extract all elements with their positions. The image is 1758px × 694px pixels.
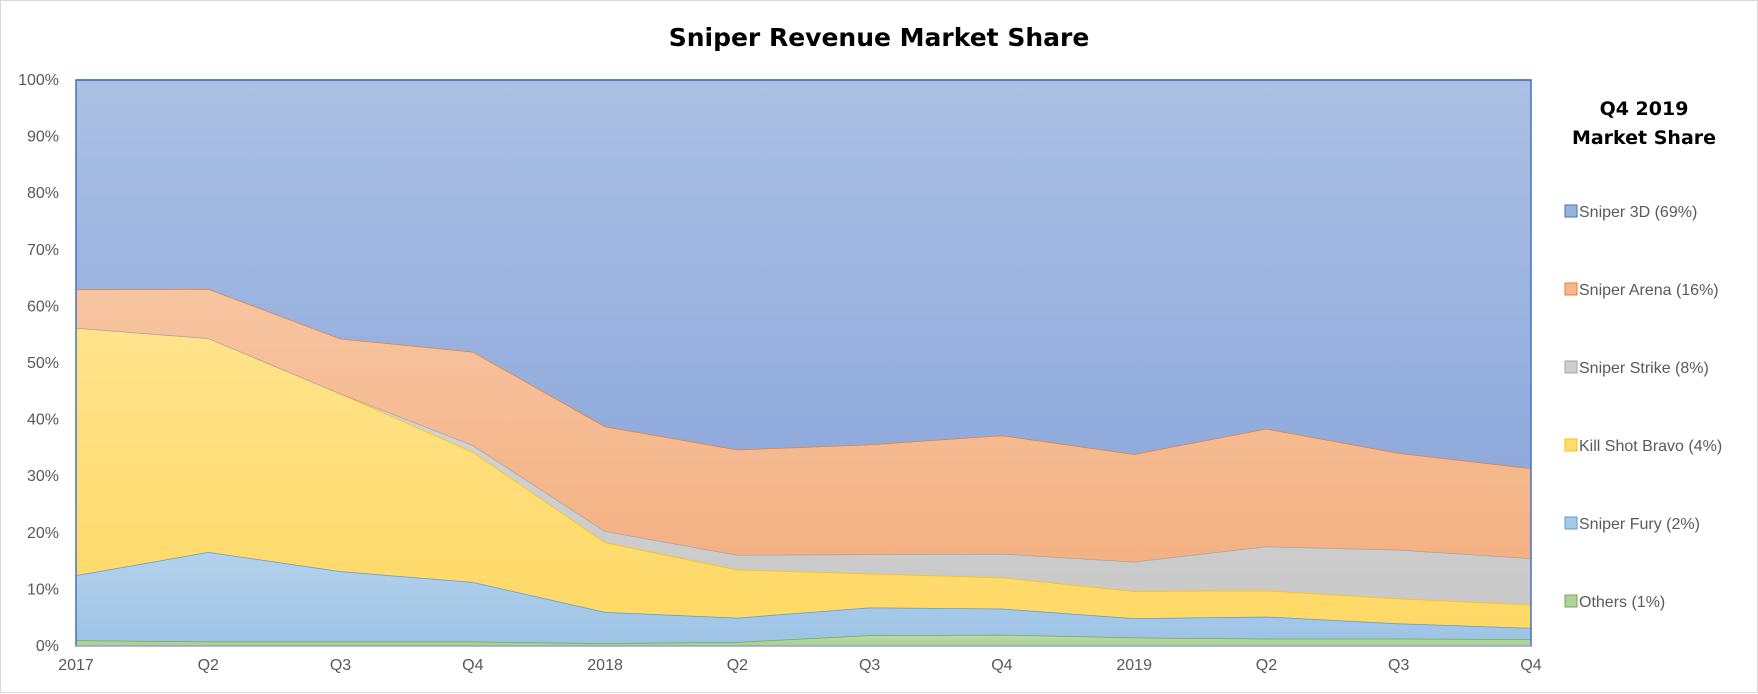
y-axis-ticks: 0% 10% 20% 30% 40% 50% 60% 70% 80% 90% 100% [18,72,59,655]
legend-label-sniper-fury: Sniper Fury (2%) [1579,516,1700,533]
x-tick-label: Q2 [1256,657,1277,674]
legend-label-kill-shot-bravo: Kill Shot Bravo (4%) [1579,438,1722,455]
y-tick-label: 100% [18,72,59,89]
chart-title: Sniper Revenue Market Share [669,23,1090,52]
y-tick-label: 60% [27,298,59,315]
area-sniper-arena [76,288,1531,562]
x-tick-label: 2019 [1116,657,1152,674]
x-tick-label: 2018 [587,657,623,674]
x-tick-label: Q4 [1520,657,1541,674]
legend-label-sniper-arena: Sniper Arena (16%) [1579,282,1719,299]
area-sniper-strike [76,327,1531,605]
x-tick-label: Q3 [859,657,880,674]
x-tick-label: Q2 [198,657,219,674]
x-tick-label: 2017 [58,657,94,674]
y-tick-label: 90% [27,129,59,146]
x-tick-label: Q2 [727,657,748,674]
area-sniper-3d [76,80,1531,469]
y-tick-label: 40% [27,412,59,429]
x-tick-label: Q4 [991,657,1012,674]
legend-title-line-2: Market Share [1572,127,1716,149]
area-others [76,634,1531,646]
area-kill-shot-bravo [76,327,1531,628]
legend-label-others: Others (1%) [1579,594,1665,611]
legend: Sniper 3D (69%) Sniper Arena (16%) Sniper … [1564,204,1722,611]
legend-label-sniper-3d: Sniper 3D (69%) [1579,204,1697,221]
legend-swatch-sniper-strike [1564,360,1578,374]
legend-label-sniper-strike: Sniper Strike (8%) [1579,360,1709,377]
y-tick-label: 20% [27,525,59,542]
x-tick-label: Q3 [330,657,351,674]
areas-layer [75,79,1532,646]
legend-title-line-1: Q4 2019 [1600,98,1689,120]
y-tick-label: 10% [27,581,59,598]
x-tick-label: Q3 [1388,657,1409,674]
legend-swatch-sniper-arena [1564,282,1578,296]
y-tick-label: 70% [27,242,59,259]
legend-swatch-others [1564,594,1578,608]
area-sniper-fury [76,552,1531,644]
y-tick-label: 0% [36,638,59,655]
y-tick-label: 80% [27,185,59,202]
x-axis-ticks: 2017 Q2 Q3 Q4 2018 Q2 Q3 Q4 2019 Q2 Q3 Q4 [58,657,1542,674]
legend-swatch-kill-shot-bravo [1564,438,1578,452]
y-tick-label: 30% [27,468,59,485]
y-tick-label: 50% [27,355,59,372]
legend-swatch-sniper-3d [1564,204,1578,218]
legend-swatch-sniper-fury [1564,516,1578,530]
x-tick-label: Q4 [462,657,483,674]
